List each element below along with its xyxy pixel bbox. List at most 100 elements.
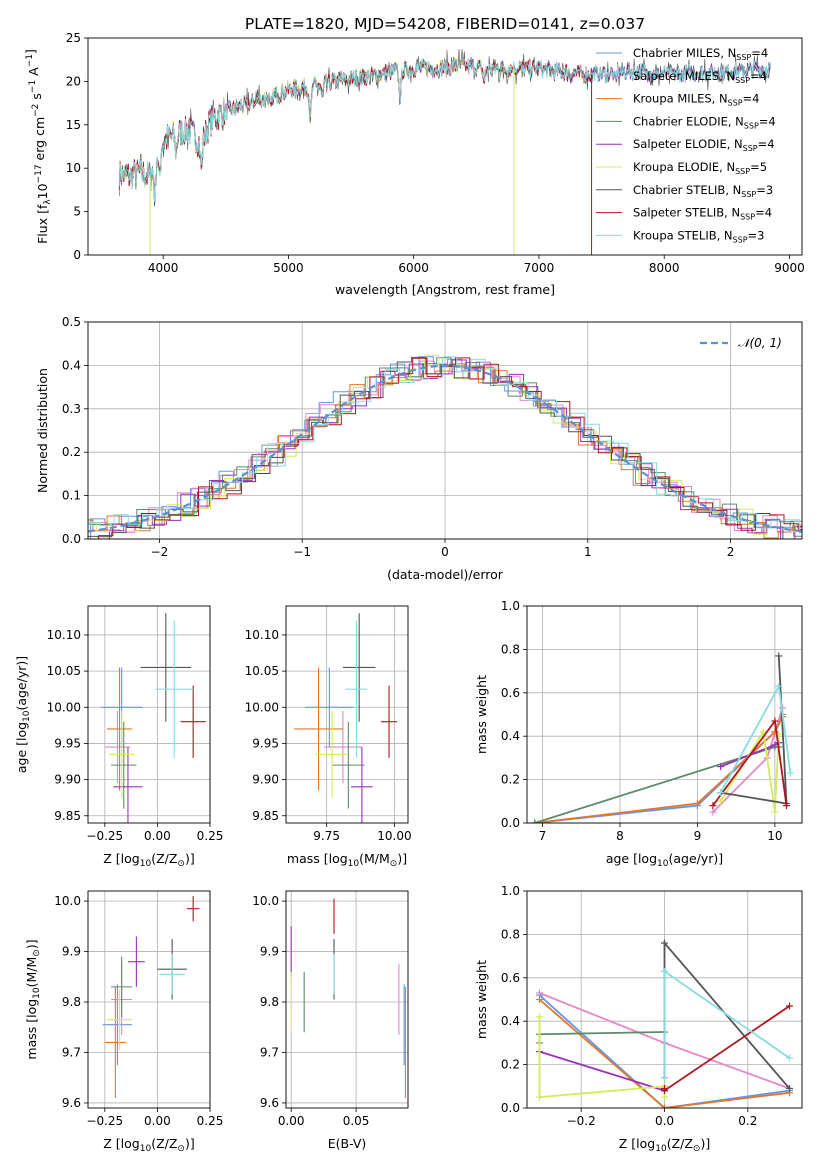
- errorbar-point-3: [111, 956, 133, 1018]
- x-tick-label: 0.05: [343, 1114, 370, 1128]
- axes-residuals: −2 −1 0 1 2 0.0 0.1 0.2 0.3 0.4 0.5 𝒩(0, 1) (data-mo…: [35, 315, 803, 582]
- x-axis-label: E(B-V): [328, 1136, 367, 1151]
- x-tick-label: 0.25: [197, 1114, 224, 1128]
- x-tick-label: 6000: [398, 261, 429, 275]
- y-tick-label: 10.00: [47, 700, 81, 714]
- weight-marker: [661, 1093, 668, 1101]
- x-tick-label: 0.00: [144, 1114, 171, 1128]
- axes-mass-vs-Z: −0.25 0.00 0.25 9.6 9.7 9.8 9.9 10.0 Z [log10(Z/…: [24, 890, 224, 1154]
- spectrum-line-8: [118, 57, 771, 202]
- legend-entry: Salpeter ELODIE, NSSP=4: [633, 137, 775, 153]
- weight-marker: [783, 802, 791, 810]
- errorbar-point-8: [345, 620, 368, 758]
- y-tick-label: 10.00: [245, 700, 279, 714]
- y-tick-label: 0.2: [501, 1058, 520, 1072]
- y-tick-label: 9.90: [252, 773, 279, 787]
- axes-age-vs-Z: −0.25 0.00 0.25 9.85 9.90 9.95 10.00 10.05 10.10…: [14, 605, 224, 869]
- plot-area: [531, 652, 794, 823]
- errorbar-point-2: [104, 986, 126, 1098]
- y-tick-label: 9.95: [54, 736, 81, 750]
- legend: Chabrier MILES, NSSP=4 Salpeter MILES, NS…: [596, 46, 776, 244]
- axes-frame: [87, 605, 211, 824]
- errorbar-point-4: [113, 747, 143, 823]
- x-tick-label: 7: [539, 829, 547, 843]
- weight-marker: [759, 728, 767, 736]
- errorbar-point-3: [111, 721, 137, 809]
- x-tick-label: 10: [767, 829, 782, 843]
- weight-marker: [661, 967, 668, 975]
- y-tick-label: 0.5: [62, 315, 81, 329]
- legend-entry: Chabrier MILES, NSSP=4: [633, 46, 768, 62]
- x-tick-label: 8: [616, 829, 624, 843]
- y-tick-label: 9.9: [62, 945, 81, 959]
- axes-frame: [526, 605, 803, 824]
- weight-marker: [786, 769, 794, 777]
- y-tick-label: 0.4: [501, 729, 520, 743]
- y-tick-label: 9.90: [54, 773, 81, 787]
- y-tick-label: 0.6: [501, 971, 520, 985]
- legend-entry: Kroupa MILES, NSSP=4: [633, 92, 759, 108]
- weight-marker: [771, 741, 779, 749]
- y-tick-label: 10.0: [252, 894, 279, 908]
- x-tick-label: 1: [584, 545, 592, 559]
- y-tick-label: 9.8: [260, 995, 279, 1009]
- x-axis-label: wavelength [Angstrom, rest frame]: [335, 282, 555, 297]
- errorbar-point-6: [140, 613, 192, 722]
- weight-marker: [661, 1074, 668, 1082]
- weight-marker: [709, 808, 717, 816]
- y-tick-label: 9.7: [62, 1045, 81, 1059]
- errorbar-point-5: [315, 710, 349, 798]
- plot-area: [88, 354, 802, 539]
- y-axis-label: Normed distribution: [35, 368, 50, 493]
- x-tick-label: 2: [727, 545, 735, 559]
- x-tick-label: 0.0: [655, 1114, 674, 1128]
- y-tick-label: 9.9: [260, 945, 279, 959]
- x-tick-label: 0.2: [738, 1114, 757, 1128]
- errorbar-point-4: [351, 747, 373, 823]
- y-tick-label: 0.1: [62, 489, 81, 503]
- legend-entry: Chabrier STELIB, NSSP=3: [633, 183, 773, 199]
- y-tick-label: 0.2: [501, 773, 520, 787]
- legend-entry: Salpeter STELIB, NSSP=4: [633, 206, 772, 222]
- histogram-step-5: [88, 354, 802, 535]
- weight-marker: [717, 789, 725, 797]
- axes-mass-vs-ebv: 0.00 0.05 9.6 9.7 9.8 9.9 10.0 E(B-V): [252, 890, 409, 1151]
- legend-entry: 𝒩(0, 1): [738, 336, 782, 350]
- y-tick-label: 0.4: [62, 358, 81, 372]
- weight-line-2: [534, 716, 784, 823]
- x-axis-label: Z [log10(Z/Z⊙)]: [619, 1136, 710, 1154]
- y-axis-label: mass [log10(M/M⊙)]: [24, 939, 42, 1059]
- y-tick-label: 9.7: [260, 1045, 279, 1059]
- axes-spectrum: 4000 5000 6000 7000 8000 9000 0 5 10 15 20 25 Chabri…: [23, 31, 805, 297]
- weight-marker: [775, 652, 783, 660]
- y-tick-label: 10.0: [54, 894, 81, 908]
- x-axis-label: age [log10(age/yr)]: [606, 851, 723, 869]
- axes-age-vs-mass: 9.75 10.00 9.85 9.90 9.95 10.00 10.05 10.10 mass…: [245, 605, 412, 869]
- x-tick-label: 9.75: [313, 829, 340, 843]
- errorbar-point-1: [323, 710, 362, 784]
- y-tick-label: 1.0: [501, 599, 520, 613]
- plot-area: [536, 939, 793, 1108]
- plot-area: [118, 48, 771, 255]
- x-tick-label: 10.00: [377, 829, 411, 843]
- y-tick-label: 9.8: [62, 995, 81, 1009]
- x-tick-label: 0.25: [197, 829, 224, 843]
- weight-marker: [775, 682, 783, 690]
- axes-weight-vs-Z: −0.2 0.0 0.2 0.0 0.2 0.4 0.6 0.8 1.0 Z [log10(Z/Z…: [474, 884, 803, 1154]
- errorbar-point-3: [332, 721, 365, 809]
- y-tick-label: 0.0: [62, 532, 81, 546]
- y-tick-label: 0.2: [62, 445, 81, 459]
- y-tick-label: 10: [66, 161, 81, 175]
- x-tick-label: 7000: [524, 261, 555, 275]
- y-tick-label: 0.8: [501, 927, 520, 941]
- errorbar-point-2: [294, 667, 343, 791]
- plot-area: [294, 613, 398, 823]
- y-axis-label: age [log10(age/yr)]: [14, 656, 32, 773]
- errorbar-point-7: [180, 685, 206, 758]
- plot-area: [100, 613, 206, 823]
- axes-frame: [285, 605, 409, 824]
- y-tick-label: 0.3: [62, 402, 81, 416]
- errorbar-point-5: [109, 710, 135, 798]
- x-tick-label: 9: [694, 829, 702, 843]
- x-tick-label: 0: [441, 545, 449, 559]
